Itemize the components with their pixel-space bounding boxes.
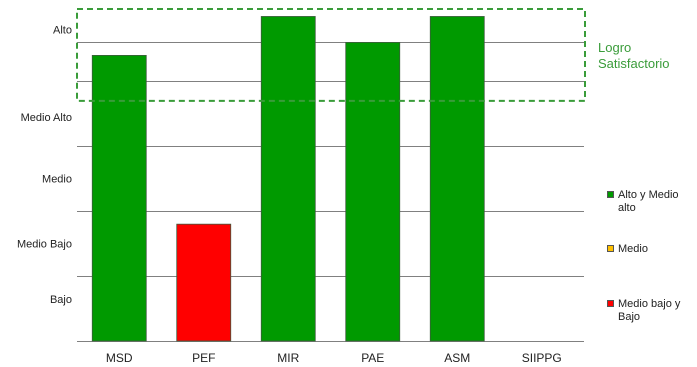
- x-tick-label: SIIPPG: [522, 351, 562, 365]
- x-tick-label: MIR: [277, 351, 299, 365]
- highlight-band-label: Logro Satisfactorio: [598, 40, 670, 71]
- x-tick-label: MSD: [106, 351, 133, 365]
- y-tick-label: Medio: [42, 174, 72, 186]
- bar-pef: [176, 223, 232, 342]
- legend-label: Medio bajo y Bajo: [618, 298, 681, 323]
- y-tick-label: Medio Bajo: [17, 239, 72, 251]
- y-tick-label: Alto: [53, 24, 72, 36]
- bar-msd: [91, 55, 147, 342]
- y-tick-label: Medio Alto: [21, 112, 72, 124]
- x-tick-label: PEF: [192, 351, 215, 365]
- legend-swatch: [607, 191, 614, 198]
- y-tick-label: Bajo: [50, 294, 72, 306]
- x-tick-label: PAE: [361, 351, 384, 365]
- x-tick-label: ASM: [444, 351, 470, 365]
- bar-asm: [429, 16, 485, 342]
- bar-mir: [260, 16, 316, 342]
- highlight-band: [76, 8, 586, 102]
- legend-swatch: [607, 300, 614, 307]
- legend-swatch: [607, 245, 614, 252]
- legend-label: Alto y Medio alto: [618, 189, 679, 214]
- legend-label: Medio: [618, 243, 648, 255]
- bar-pae: [345, 42, 401, 342]
